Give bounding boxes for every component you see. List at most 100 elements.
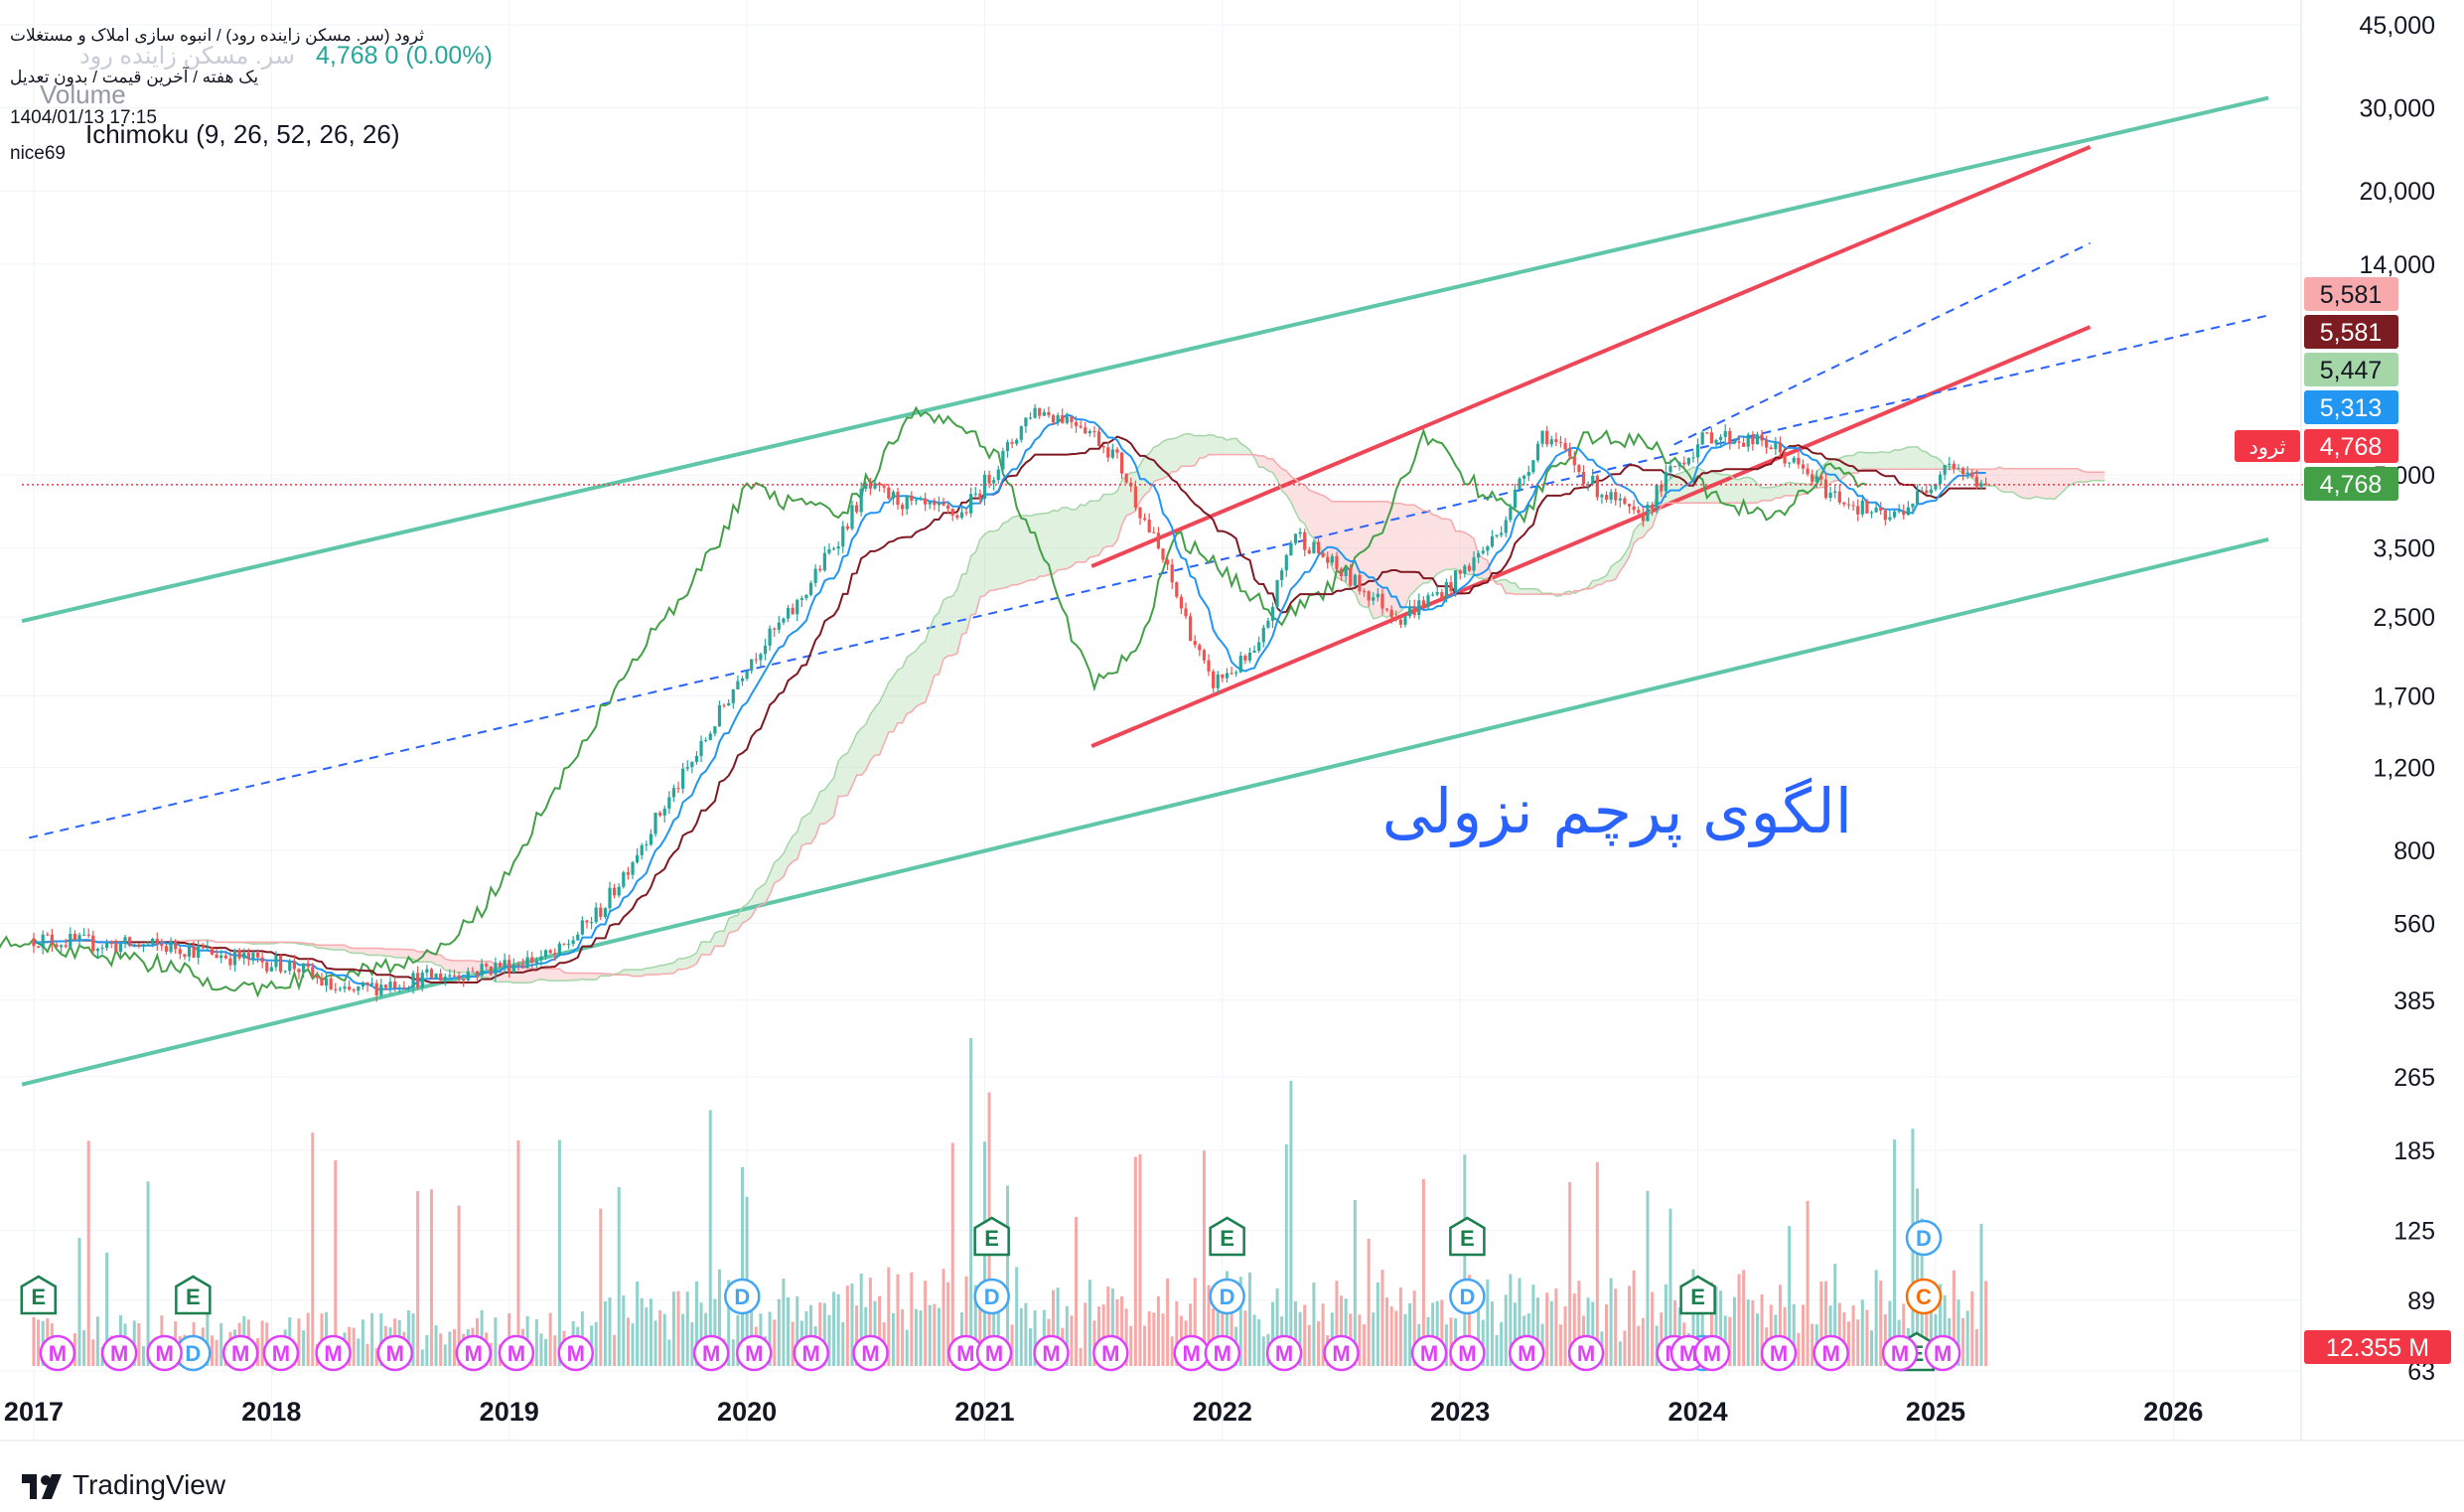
meeting-marker[interactable]: M — [1173, 1334, 1210, 1372]
candle-up — [1477, 552, 1481, 558]
dividend-marker[interactable]: D — [1209, 1278, 1245, 1315]
meeting-marker[interactable]: M — [736, 1334, 773, 1372]
symbol-title[interactable]: ثرود (سر. مسکن زاینده رود) / انبوه سازی … — [10, 26, 425, 45]
meeting-marker[interactable]: M — [975, 1334, 1013, 1372]
ichimoku-label[interactable]: Ichimoku (9, 26, 52, 26, 26) — [85, 119, 400, 149]
meeting-marker[interactable]: M — [1693, 1334, 1731, 1372]
meeting-marker[interactable]: M — [1033, 1334, 1070, 1372]
event-markers[interactable]: EEEEEEEDDDDDDDCMMMMMMMMMMMMMMMMMMMMMMMMM… — [20, 1216, 1961, 1372]
trend-line-flag-bottom[interactable] — [1090, 325, 2092, 748]
cloud-segment-bullish — [1007, 517, 1013, 587]
meeting-marker[interactable]: M — [1812, 1334, 1849, 1372]
candle-down — [462, 978, 466, 982]
cloud-segment-bullish — [1615, 559, 1621, 579]
earnings-marker[interactable]: E — [1209, 1216, 1245, 1257]
volume-bar — [1394, 1310, 1398, 1366]
meeting-marker[interactable]: M — [315, 1334, 352, 1372]
meeting-marker[interactable]: M — [262, 1334, 300, 1372]
candle-down — [1623, 498, 1627, 505]
meeting-marker[interactable]: M — [1204, 1334, 1241, 1372]
candle-down — [348, 986, 352, 990]
marker-letter: M — [1332, 1341, 1350, 1366]
volume-bar — [1247, 1272, 1251, 1366]
trend-line-flag-top[interactable] — [1090, 145, 2092, 568]
meeting-marker[interactable]: M — [1092, 1334, 1129, 1372]
volume-bar — [206, 1313, 210, 1366]
candle-down — [1124, 473, 1128, 483]
meeting-marker[interactable]: M — [1323, 1334, 1360, 1372]
volume-bar — [1029, 1328, 1033, 1366]
cloud-segment-bullish — [1848, 455, 1854, 474]
time-axis[interactable]: 2017 2018 2019 2020 2021 2022 2023 2024 2025 2026 — [4, 1397, 2203, 1427]
candle-down — [754, 659, 758, 661]
volume-bar — [1943, 1294, 1947, 1366]
cloud-segment-bearish — [376, 948, 381, 956]
cloud-segment-bearish — [1327, 498, 1333, 568]
meeting-marker[interactable]: M — [498, 1334, 535, 1372]
volume-bar — [1746, 1299, 1750, 1366]
dividend-marker[interactable]: D — [973, 1278, 1010, 1315]
meeting-marker[interactable]: M — [1924, 1334, 1961, 1372]
candle-up — [1444, 582, 1449, 600]
price-tag: 5,581 — [2304, 277, 2398, 311]
dividend-marker[interactable]: D — [1449, 1278, 1486, 1315]
trend-lines[interactable] — [21, 95, 2269, 1087]
volume-label[interactable]: Volume — [40, 79, 126, 109]
volume-bar — [1637, 1325, 1641, 1366]
candle-down — [160, 943, 164, 947]
trend-line-dashed-upper[interactable] — [1673, 241, 2091, 446]
meeting-marker[interactable]: M — [852, 1334, 889, 1372]
cloud-segment-bullish — [714, 931, 720, 947]
meeting-marker[interactable]: M — [1508, 1334, 1545, 1372]
meeting-marker[interactable]: M — [100, 1334, 138, 1372]
candle-down — [946, 505, 950, 510]
tradingview-logo[interactable]: TradingView — [22, 1469, 226, 1500]
meeting-marker[interactable]: M — [1881, 1334, 1919, 1372]
price-axis[interactable]: 45,00030,00020,00014,0005,0003,5002,5001… — [2360, 12, 2435, 1386]
trend-line-dashed-main[interactable] — [28, 314, 2269, 839]
meeting-marker[interactable]: M — [1265, 1334, 1303, 1372]
candle-down — [901, 505, 905, 510]
meeting-marker[interactable]: M — [221, 1334, 259, 1372]
candle-down — [1851, 505, 1855, 507]
dividend-marker[interactable]: D — [1905, 1219, 1943, 1257]
meeting-marker[interactable]: M — [1760, 1334, 1798, 1372]
dividend-marker[interactable]: D — [175, 1334, 212, 1372]
meeting-marker[interactable]: M — [793, 1334, 829, 1372]
candle-down — [955, 515, 959, 518]
earnings-marker[interactable]: E — [1679, 1275, 1716, 1315]
volume-bar — [1500, 1321, 1504, 1366]
candle-down — [1819, 476, 1823, 480]
earnings-marker[interactable]: E — [20, 1275, 58, 1315]
meeting-marker[interactable]: M — [455, 1334, 493, 1372]
meeting-marker[interactable]: M — [1567, 1334, 1605, 1372]
earnings-marker[interactable]: E — [175, 1275, 212, 1315]
volume-bar — [548, 1312, 552, 1366]
cloud-segment-bullish — [975, 539, 980, 615]
dividend-marker[interactable]: D — [724, 1278, 761, 1315]
pattern-annotation: الگوی پرچم نزولی — [1382, 775, 1852, 847]
volume-bar — [1577, 1281, 1581, 1366]
candle-down — [50, 934, 54, 945]
candle-down — [1902, 511, 1906, 516]
split-marker[interactable]: C — [1905, 1278, 1943, 1315]
trend-line-channel-top[interactable] — [21, 95, 2269, 624]
meeting-marker[interactable]: M — [1449, 1334, 1486, 1372]
meeting-marker[interactable]: M — [1410, 1334, 1448, 1372]
volume-bar — [494, 1317, 498, 1366]
volume-bar — [448, 1331, 452, 1366]
volume-bar — [211, 1335, 214, 1366]
candle-down — [365, 982, 369, 985]
meeting-marker[interactable]: M — [557, 1334, 594, 1372]
trend-line-channel-bottom[interactable] — [21, 537, 2269, 1087]
meeting-marker[interactable]: M — [146, 1334, 183, 1372]
cloud-segment-bullish — [1739, 477, 1744, 504]
candle-down — [1175, 582, 1179, 597]
meeting-marker[interactable]: M — [39, 1334, 76, 1372]
earnings-marker[interactable]: E — [973, 1216, 1010, 1257]
meeting-marker[interactable]: M — [692, 1334, 730, 1372]
candle-up — [77, 935, 81, 940]
earnings-marker[interactable]: E — [1449, 1216, 1486, 1257]
meeting-marker[interactable]: M — [376, 1334, 414, 1372]
